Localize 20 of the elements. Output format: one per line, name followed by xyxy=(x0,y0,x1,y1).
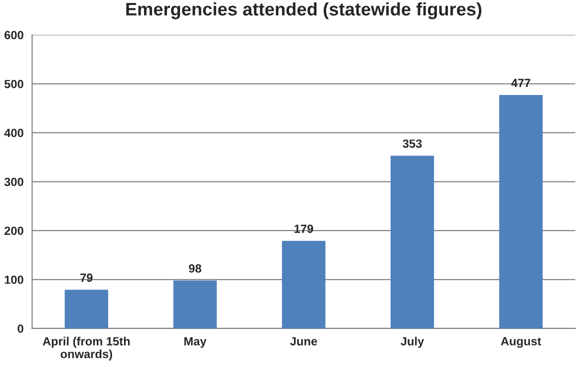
y-tick-label: 200 xyxy=(4,226,24,235)
chart-title: Emergencies attended (statewide figures) xyxy=(126,2,482,20)
bar xyxy=(282,240,326,328)
y-tick-label: 400 xyxy=(4,128,24,138)
y-tick-label: 0 xyxy=(18,324,24,333)
x-tick-label: July xyxy=(400,336,424,348)
x-tick-label: August xyxy=(500,337,542,348)
y-tick-label: 500 xyxy=(4,80,24,88)
data-label: 353 xyxy=(402,139,422,148)
bar xyxy=(390,156,434,328)
bar xyxy=(173,280,217,328)
y-tick-label: 300 xyxy=(4,178,24,186)
bar xyxy=(499,95,543,328)
data-label: 98 xyxy=(188,264,202,273)
y-tick-label: 100 xyxy=(4,276,24,284)
x-tick-label: June xyxy=(290,337,318,346)
x-tick-label: May xyxy=(184,337,206,348)
y-tick-label: 600 xyxy=(4,30,24,40)
bar xyxy=(64,290,108,328)
x-tick-label: April (from 15th onwards) xyxy=(42,336,130,361)
